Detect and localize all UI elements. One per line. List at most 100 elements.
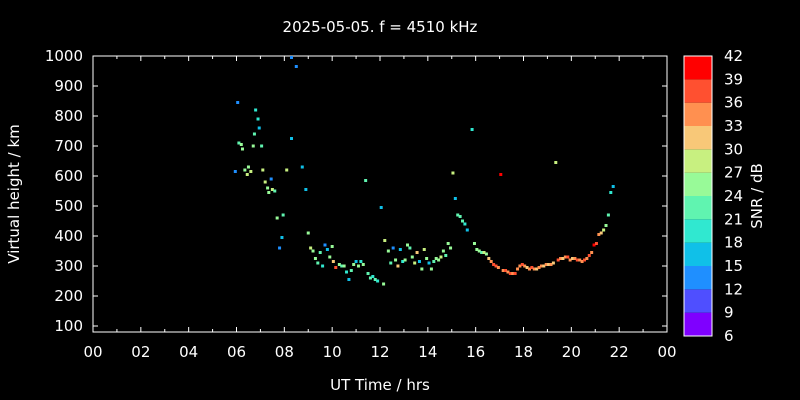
data-point bbox=[266, 186, 270, 190]
data-point bbox=[594, 242, 598, 245]
data-point bbox=[340, 264, 344, 268]
data-point bbox=[587, 254, 591, 257]
data-point bbox=[525, 266, 529, 269]
data-point bbox=[281, 213, 285, 217]
colorbar-bin bbox=[684, 312, 712, 336]
x-tick-label: 00 bbox=[657, 343, 676, 361]
data-point bbox=[432, 260, 436, 263]
data-point bbox=[501, 269, 505, 272]
data-point bbox=[489, 260, 493, 263]
data-point bbox=[306, 231, 310, 235]
data-point bbox=[379, 206, 383, 209]
data-point bbox=[559, 257, 563, 260]
colorbar-label: SNR / dB bbox=[748, 163, 766, 229]
data-point bbox=[371, 275, 375, 278]
data-point bbox=[556, 258, 560, 262]
data-point bbox=[542, 264, 546, 268]
data-point bbox=[458, 215, 462, 218]
data-point bbox=[275, 216, 279, 220]
colorbar-bin bbox=[684, 79, 712, 103]
x-tick-label: 12 bbox=[370, 343, 389, 361]
data-point bbox=[439, 255, 443, 259]
colorbar-tick-label: 27 bbox=[724, 164, 743, 182]
data-point bbox=[449, 246, 453, 250]
colorbar-tick-label: 42 bbox=[724, 47, 743, 65]
data-point bbox=[376, 279, 380, 283]
data-point bbox=[356, 264, 360, 268]
data-point bbox=[547, 263, 551, 266]
data-point bbox=[453, 197, 457, 200]
data-point bbox=[606, 213, 610, 217]
colorbar-tick-label: 12 bbox=[724, 280, 743, 298]
data-point bbox=[239, 143, 243, 146]
data-point bbox=[527, 267, 531, 271]
data-point bbox=[446, 242, 450, 245]
data-point bbox=[352, 263, 356, 266]
y-axis: 100 200 300 400 500 600 700 800 900 1000 bbox=[45, 47, 667, 335]
data-point bbox=[611, 185, 615, 188]
data-point bbox=[245, 173, 249, 176]
data-point bbox=[551, 261, 555, 265]
y-tick-label: 300 bbox=[54, 257, 83, 275]
data-point bbox=[383, 239, 387, 242]
data-point bbox=[394, 258, 398, 262]
data-point bbox=[325, 248, 329, 251]
data-point bbox=[582, 258, 586, 262]
colorbar-bin bbox=[684, 126, 712, 150]
data-point bbox=[330, 245, 334, 248]
data-point bbox=[323, 243, 327, 247]
colorbar-bin bbox=[684, 242, 712, 266]
data-point bbox=[539, 264, 543, 268]
data-point bbox=[482, 251, 486, 254]
colorbar-tick-label: 30 bbox=[724, 140, 743, 158]
data-point bbox=[254, 108, 258, 112]
data-point bbox=[609, 191, 613, 194]
data-point bbox=[391, 246, 395, 250]
data-point bbox=[520, 263, 524, 266]
y-tick-label: 800 bbox=[54, 107, 83, 125]
data-point bbox=[261, 168, 265, 172]
data-point bbox=[240, 147, 244, 151]
data-point bbox=[444, 254, 448, 257]
data-point bbox=[580, 260, 584, 263]
data-point bbox=[499, 173, 503, 176]
data-point bbox=[294, 65, 298, 68]
data-point bbox=[563, 255, 567, 259]
data-point bbox=[304, 188, 308, 191]
colorbar-tick-label: 15 bbox=[724, 257, 743, 275]
data-point bbox=[278, 246, 282, 250]
x-tick-label: 22 bbox=[610, 343, 629, 361]
data-point bbox=[382, 282, 386, 286]
data-point bbox=[504, 269, 508, 272]
data-point bbox=[511, 272, 515, 275]
data-point bbox=[513, 272, 517, 275]
data-point bbox=[237, 141, 241, 145]
data-point bbox=[599, 231, 603, 235]
y-tick-label: 600 bbox=[54, 167, 83, 185]
data-point bbox=[451, 171, 455, 175]
data-point bbox=[585, 257, 589, 260]
data-point bbox=[280, 236, 284, 239]
data-point bbox=[437, 258, 441, 262]
data-point bbox=[233, 170, 237, 173]
data-point bbox=[566, 255, 570, 259]
data-point bbox=[364, 179, 368, 182]
data-point bbox=[396, 264, 400, 268]
x-tick-label: 16 bbox=[466, 343, 485, 361]
data-point bbox=[366, 272, 370, 275]
colorbar-tick-label: 9 bbox=[724, 304, 734, 322]
data-point bbox=[573, 257, 577, 260]
colorbar-tick-label: 24 bbox=[724, 187, 743, 205]
data-point bbox=[252, 132, 256, 136]
data-point bbox=[345, 270, 349, 274]
data-point bbox=[549, 263, 553, 266]
data-point bbox=[506, 270, 510, 274]
data-point bbox=[236, 101, 240, 104]
data-point bbox=[249, 170, 253, 173]
data-point bbox=[347, 278, 351, 281]
x-axis-label: UT Time / hrs bbox=[330, 376, 430, 394]
data-point bbox=[321, 264, 325, 268]
data-point bbox=[401, 260, 405, 263]
data-point bbox=[389, 261, 393, 265]
y-tick-label: 700 bbox=[54, 137, 83, 155]
